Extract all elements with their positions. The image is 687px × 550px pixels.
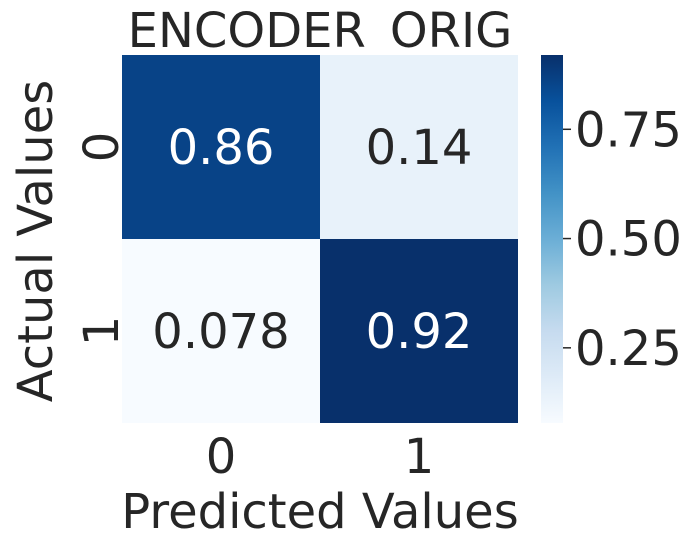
heatmap-cells [122,55,518,423]
cell-value-label: 0.078 [152,304,289,360]
heatmap-cell-1-0 [122,239,320,423]
y-tick-labels: 01 [74,132,130,347]
colorbar-ticks: 0.25 0.50 0.75 [563,102,682,377]
heatmap-cell-0-1 [320,55,518,239]
chart-title: ENCODER_ORIG [128,3,513,59]
x-tick-label: 1 [404,429,435,485]
y-axis-label: Actual Values [8,80,64,402]
x-axis-label: Predicted Values [121,484,518,540]
colorbar-tick-label: 0.25 [575,321,682,377]
heatmap-cell-1-1 [320,239,518,423]
colorbar-tick-label: 0.75 [575,102,682,158]
x-tick-label: 0 [206,429,237,485]
y-tick-label: 0 [74,132,130,163]
heatmap-cell-labels: 0.86 0.14 0.078 0.92 [152,120,472,360]
cell-value-label: 0.92 [366,304,473,360]
cell-value-label: 0.14 [366,120,473,176]
heatmap-cell-0-0 [122,55,320,239]
colorbar-tick-label: 0.50 [575,212,682,268]
y-tick-label: 1 [74,316,130,347]
colorbar [541,55,563,423]
cell-value-label: 0.86 [168,120,275,176]
